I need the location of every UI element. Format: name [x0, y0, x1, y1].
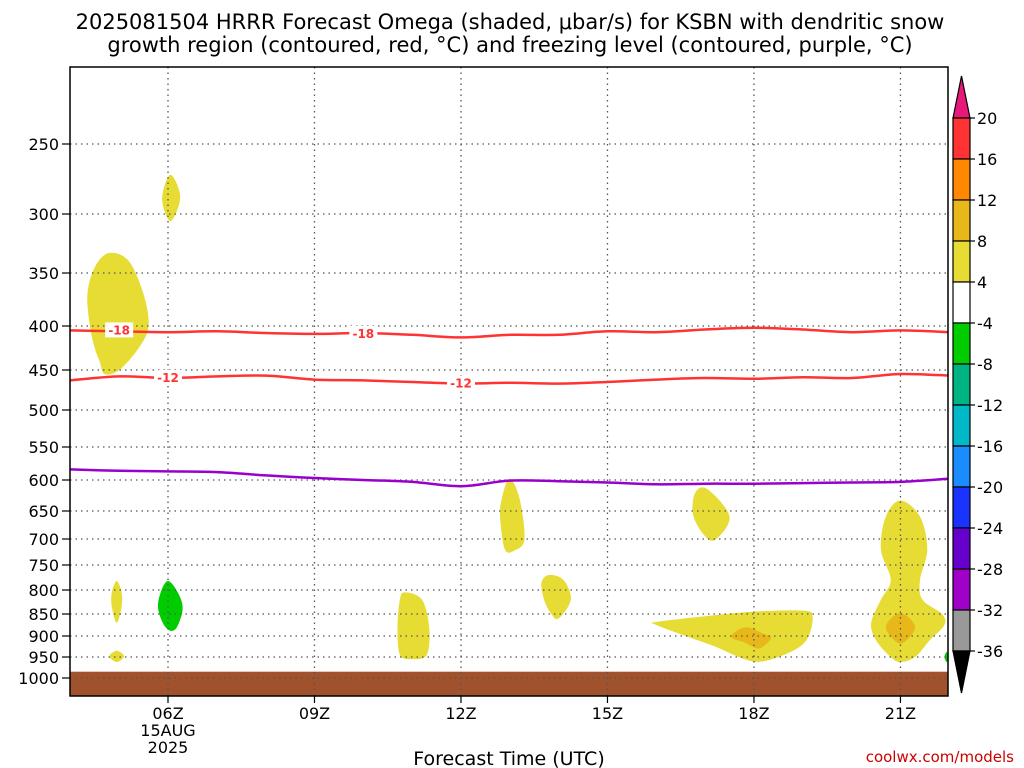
chart-title-line2: growth region (contoured, red, °C) and f… — [107, 33, 912, 57]
y-tick-label: 450 — [28, 361, 59, 380]
grid-lines — [70, 67, 948, 696]
omega-region-13 — [944, 652, 948, 662]
credit-text: coolwx.com/models — [866, 748, 1014, 766]
y-tick-label: 500 — [28, 401, 59, 420]
contour-label-bg — [446, 375, 475, 391]
omega-region-4 — [157, 581, 183, 631]
y-tick-label: 350 — [28, 264, 59, 283]
omega-region-1 — [162, 174, 181, 222]
colorbar-label: 8 — [977, 232, 987, 251]
contour-label: -12 — [450, 377, 472, 391]
y-tick-label: 750 — [28, 556, 59, 575]
x-tick-label: 18Z — [738, 704, 769, 723]
colorbar-label: 12 — [977, 191, 997, 210]
plot-frame — [69, 66, 949, 697]
omega-region-5 — [397, 592, 430, 660]
terrain-below-ground — [70, 671, 948, 696]
colorbar-label: -4 — [977, 314, 993, 333]
colorbar-segment — [952, 445, 971, 488]
contour-line-1 — [70, 372, 948, 385]
colorbar-label: -16 — [977, 437, 1003, 456]
omega-region-10 — [731, 627, 772, 649]
contour-line-0 — [70, 326, 948, 339]
contour-label-bg — [154, 370, 182, 385]
y-axis-ticks: 250 300 350 400 450 500 550 600 650 700 750 800 850 9… — [18, 135, 70, 688]
colorbar-segment — [952, 363, 971, 406]
contour-line-2 — [70, 468, 948, 488]
colorbar-label: -24 — [977, 519, 1003, 538]
omega-shaded-regions — [87, 174, 948, 662]
x-tick-label: 15Z — [592, 704, 623, 723]
colorbar-top-arrow — [952, 75, 971, 119]
y-tick-label: 800 — [28, 581, 59, 600]
colorbar-segment — [952, 609, 971, 652]
colorbar-segment — [952, 404, 971, 447]
colorbar-segment — [952, 281, 971, 324]
colorbar-label: -36 — [977, 642, 1003, 661]
y-tick-label: 950 — [28, 648, 59, 667]
omega-region-3 — [109, 650, 125, 662]
y-tick-label: 550 — [28, 438, 59, 457]
x-tick-label: 09Z — [299, 704, 330, 723]
y-tick-label: 400 — [28, 317, 59, 336]
x-tick-label: 21Z — [885, 704, 916, 723]
terrain-fill — [70, 671, 948, 696]
x-tick-date: 15AUG — [140, 721, 195, 740]
colorbar-label: 20 — [977, 109, 997, 128]
y-tick-label: 900 — [28, 627, 59, 646]
colorbar-segment — [952, 240, 971, 283]
colorbar-segment — [952, 199, 971, 242]
omega-region-2 — [111, 581, 123, 623]
colorbar-segment — [952, 486, 971, 529]
colorbar-label: -20 — [977, 478, 1003, 497]
omega-region-6 — [499, 478, 525, 553]
colorbar-label: -32 — [977, 601, 1003, 620]
y-tick-label: 700 — [28, 530, 59, 549]
colorbar-legend: 20 16 12 8 4 -4 -8 -12 -16 -20 -24 -28 -32 -36 — [952, 75, 1003, 694]
colorbar-segment — [952, 527, 971, 570]
y-tick-label: 850 — [28, 605, 59, 624]
x-tick-label: 12Z — [445, 704, 476, 723]
x-tick-year: 2025 — [148, 738, 189, 757]
colorbar-segment — [952, 322, 971, 365]
colorbar-label: 16 — [977, 150, 997, 169]
contour-lines: -18 -18 -12 -12 — [70, 322, 948, 488]
colorbar-segment — [952, 117, 971, 160]
y-tick-label: 600 — [28, 471, 59, 490]
y-tick-label: 250 — [28, 135, 59, 154]
colorbar-bottom-arrow — [952, 650, 971, 694]
x-axis-title: Forecast Time (UTC) — [413, 748, 604, 768]
contour-label: -18 — [352, 327, 374, 341]
contour-label-bg — [349, 325, 378, 341]
contour-label-bg — [105, 322, 134, 338]
y-tick-label: 650 — [28, 502, 59, 521]
colorbar-label: -12 — [977, 396, 1003, 415]
colorbar-segment — [952, 568, 971, 611]
chart-title-line1: 2025081504 HRRR Forecast Omega (shaded, … — [76, 10, 945, 34]
x-tick-label: 06Z — [152, 704, 183, 723]
y-tick-label: 300 — [28, 205, 59, 224]
colorbar-segment — [952, 158, 971, 201]
y-tick-label: 1000 — [18, 669, 59, 688]
omega-region-0 — [87, 252, 149, 375]
colorbar-label: -28 — [977, 560, 1003, 579]
omega-region-8 — [692, 487, 730, 541]
omega-region-7 — [541, 574, 571, 620]
colorbar-label: -8 — [977, 355, 993, 374]
contour-label: -18 — [108, 323, 130, 337]
contour-label: -12 — [157, 371, 179, 385]
colorbar-label: 4 — [977, 273, 987, 292]
